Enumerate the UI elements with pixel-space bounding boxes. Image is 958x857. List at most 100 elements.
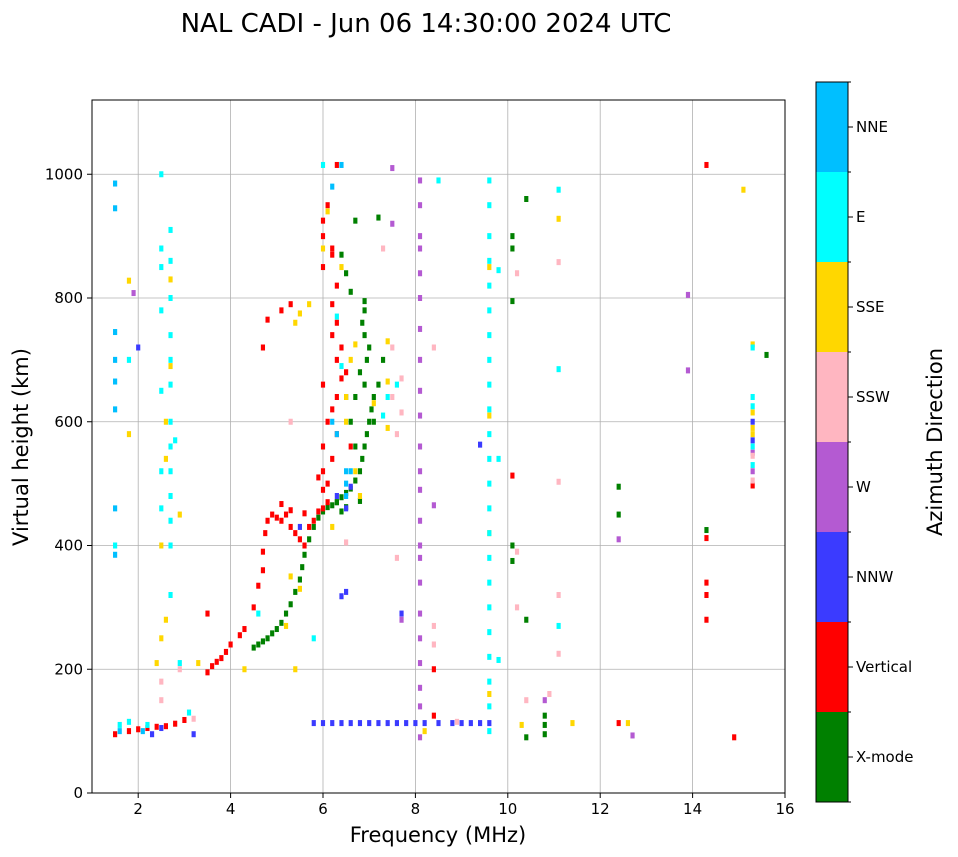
data-point xyxy=(704,535,709,542)
data-point xyxy=(417,245,423,252)
data-point xyxy=(330,245,335,252)
data-point xyxy=(126,728,132,735)
data-point xyxy=(556,366,561,373)
data-point xyxy=(182,716,187,723)
data-point xyxy=(339,264,344,271)
data-point xyxy=(140,728,145,735)
data-point xyxy=(510,472,515,479)
data-point xyxy=(487,629,492,636)
data-point xyxy=(117,728,122,735)
data-point xyxy=(163,418,168,425)
data-point xyxy=(320,161,326,168)
data-point xyxy=(364,356,369,363)
data-point xyxy=(362,307,367,314)
data-point xyxy=(417,177,423,184)
data-point xyxy=(117,721,122,728)
data-point xyxy=(344,493,349,499)
data-point xyxy=(487,356,492,363)
data-point xyxy=(750,462,755,469)
data-point xyxy=(487,233,492,240)
data-point xyxy=(339,375,344,382)
data-point xyxy=(367,418,372,425)
data-point xyxy=(320,245,326,252)
colorbar-swatch xyxy=(816,172,848,262)
colorbar-swatch xyxy=(816,442,848,532)
data-point xyxy=(478,441,483,448)
data-point xyxy=(260,548,266,555)
colorbar-tick-label: NNW xyxy=(856,568,893,586)
data-point xyxy=(265,316,270,323)
data-point xyxy=(394,554,399,561)
data-point xyxy=(750,452,755,459)
data-point xyxy=(496,455,501,462)
data-point xyxy=(260,344,266,351)
data-point xyxy=(422,728,427,735)
data-point xyxy=(168,332,173,339)
data-point xyxy=(542,697,547,704)
data-point xyxy=(417,443,423,450)
colorbar: X-mode Vertical NNW W SSW SSE E NNE xyxy=(815,81,913,803)
data-point xyxy=(219,655,224,662)
data-point xyxy=(288,573,293,580)
data-point xyxy=(487,579,492,586)
data-point xyxy=(126,356,132,363)
data-point xyxy=(293,319,298,326)
data-point xyxy=(371,418,376,425)
y-tick-label: 400 xyxy=(54,537,83,555)
data-point xyxy=(417,387,423,394)
data-point xyxy=(344,588,349,595)
data-point xyxy=(330,183,335,190)
data-point xyxy=(325,480,330,487)
data-point xyxy=(334,313,339,320)
data-point xyxy=(556,259,561,266)
data-point xyxy=(399,616,404,623)
data-point xyxy=(325,499,330,506)
data-point xyxy=(113,180,118,187)
data-point xyxy=(168,276,173,283)
data-point xyxy=(168,542,173,549)
data-point xyxy=(263,530,268,537)
data-point xyxy=(168,517,173,524)
data-point xyxy=(159,387,164,394)
data-point xyxy=(344,418,349,425)
data-point xyxy=(302,551,307,558)
data-point xyxy=(556,478,561,485)
data-point xyxy=(307,523,312,530)
data-point xyxy=(163,616,168,623)
series-sse xyxy=(126,186,755,735)
data-point xyxy=(334,319,339,326)
data-point xyxy=(371,394,376,400)
data-point xyxy=(431,641,436,648)
data-point xyxy=(210,663,215,670)
y-tick-label: 1000 xyxy=(45,165,83,183)
data-point xyxy=(270,511,275,518)
data-point xyxy=(163,455,168,462)
data-point xyxy=(367,344,372,351)
data-point xyxy=(348,443,353,450)
data-point xyxy=(547,691,552,697)
data-point xyxy=(320,505,326,512)
series-nne xyxy=(113,161,353,735)
data-point xyxy=(556,650,561,657)
data-point xyxy=(168,468,173,475)
colorbar-swatch xyxy=(816,712,848,802)
data-point xyxy=(514,548,520,555)
data-point xyxy=(353,443,358,450)
data-point xyxy=(750,437,755,444)
data-point xyxy=(344,270,349,277)
data-point xyxy=(524,616,529,623)
data-point xyxy=(385,394,390,400)
data-point xyxy=(339,363,344,370)
x-tick-label: 2 xyxy=(133,800,143,818)
data-point xyxy=(126,277,132,284)
data-point xyxy=(385,424,390,431)
data-point xyxy=(510,245,515,252)
data-point xyxy=(330,720,335,727)
data-point xyxy=(390,220,395,227)
data-point xyxy=(288,523,293,530)
data-point xyxy=(750,449,755,456)
data-point xyxy=(348,288,353,295)
data-point xyxy=(274,626,279,633)
data-point xyxy=(334,431,339,438)
data-point xyxy=(360,455,365,462)
